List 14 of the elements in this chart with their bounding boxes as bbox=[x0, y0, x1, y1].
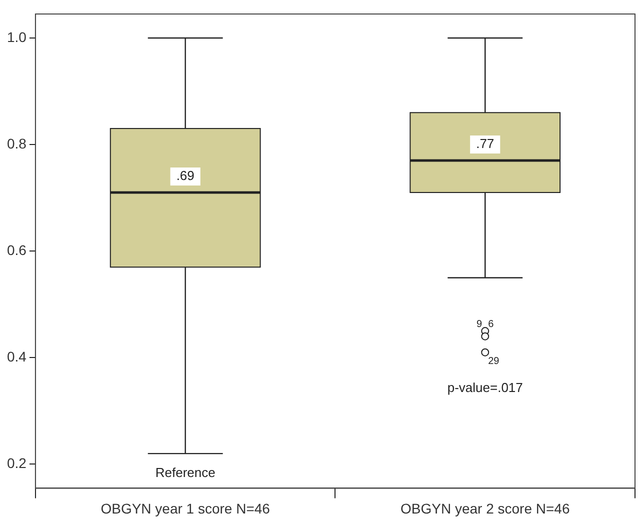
annotation: p-value=.017 bbox=[447, 380, 523, 395]
annotation: 6 bbox=[488, 318, 494, 330]
y-tick-label: 0.8 bbox=[6, 135, 27, 152]
annotation: .69 bbox=[176, 168, 194, 184]
annotation: 9 bbox=[476, 318, 483, 330]
x-tick-label: OBGYN year 2 score N=46 bbox=[400, 500, 570, 516]
x-tick-label: OBGYN year 1 score N=46 bbox=[100, 500, 270, 516]
y-tick-label: 0.2 bbox=[6, 455, 27, 472]
y-tick-label: 0.6 bbox=[6, 242, 27, 258]
annotation: 29 bbox=[488, 356, 500, 368]
annotation: Reference bbox=[155, 465, 216, 480]
y-tick-label: 0.4 bbox=[6, 348, 27, 365]
y-tick-label: 1.0 bbox=[6, 28, 27, 45]
annotation: .77 bbox=[476, 136, 494, 152]
